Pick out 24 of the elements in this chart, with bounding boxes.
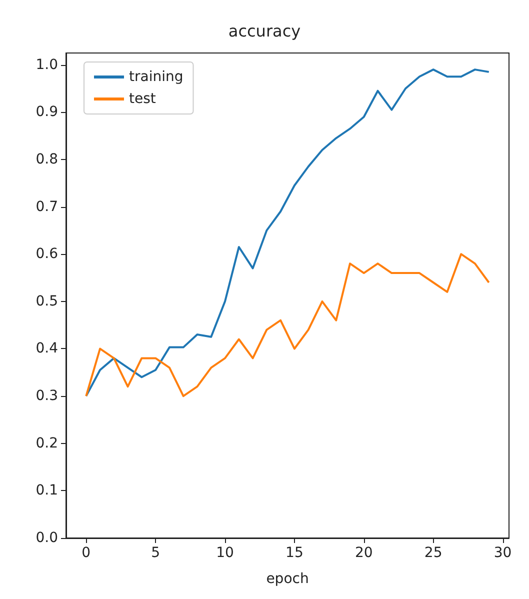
x-tick-label: 10 [216, 545, 234, 561]
x-tick-label: 25 [424, 545, 442, 561]
y-tick-label: 0.6 [36, 246, 58, 262]
x-tick-label: 5 [151, 545, 160, 561]
y-tick-label: 1.0 [36, 56, 58, 73]
y-tick-label: 0.2 [36, 435, 58, 452]
line-series [85, 68, 490, 398]
y-tick-label: 0.0 [36, 530, 58, 546]
x-axis-title: epoch [266, 571, 309, 587]
y-tick-label: 0.8 [36, 151, 58, 168]
chart-title: accuracy [228, 22, 301, 40]
x-tick-label: 30 [494, 545, 512, 561]
legend-label: test [129, 91, 156, 107]
y-tick-label: 0.3 [36, 388, 58, 404]
y-tick-label: 0.1 [36, 482, 58, 499]
x-tick-label: 20 [354, 545, 373, 561]
x-tick-label: 0 [82, 545, 91, 561]
x-tick-label: 15 [286, 545, 304, 561]
y-tick-label: 0.9 [36, 104, 58, 120]
legend-label: training [129, 69, 184, 85]
y-tick-label: 0.4 [36, 340, 58, 357]
y-tick-label: 0.5 [36, 293, 58, 310]
line-series [85, 253, 490, 398]
y-tick-label: 0.7 [36, 198, 58, 215]
